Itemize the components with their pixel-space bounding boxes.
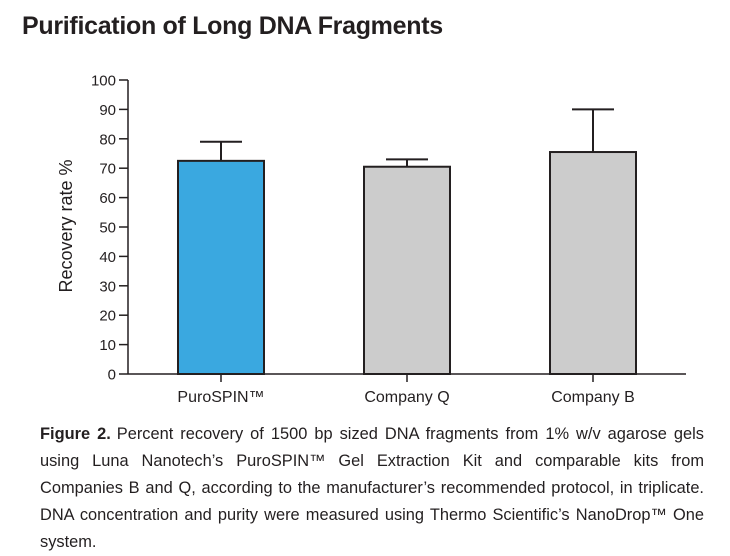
x-tick-label: PuroSPIN™	[177, 389, 264, 406]
y-tick-label: 40	[99, 249, 116, 266]
y-axis: 0 10 20 30 40 50 60 70 80 90 100	[91, 73, 129, 384]
y-tick-label: 0	[108, 367, 116, 384]
caption-label: Figure 2.	[40, 425, 111, 443]
y-tick-label: 50	[99, 220, 116, 237]
bar	[549, 151, 637, 375]
chart-title: Purification of Long DNA Fragments	[22, 12, 443, 40]
bars	[177, 108, 637, 376]
figure-caption: Figure 2. Percent recovery of 1500 bp siz…	[40, 421, 704, 556]
y-tick-label: 70	[99, 161, 116, 178]
y-tick-label: 10	[99, 337, 116, 354]
x-axis: PuroSPIN™ Company Q Company B	[128, 373, 686, 406]
y-tick-label: 20	[99, 308, 116, 325]
y-axis-label: Recovery rate %	[56, 159, 76, 292]
bar	[363, 165, 451, 376]
y-tick-label: 100	[91, 73, 116, 90]
caption-text: Percent recovery of 1500 bp sized DNA fr…	[40, 425, 704, 551]
y-tick-label: 90	[99, 102, 116, 119]
y-tick-label: 80	[99, 131, 116, 148]
bar-chart: 0 10 20 30 40 50 60 70 80 90 100 PuroSPIN™ Company …	[56, 73, 686, 406]
x-tick-label: Company B	[551, 389, 635, 406]
x-tick-label: Company Q	[364, 389, 449, 406]
bar	[177, 159, 265, 375]
y-tick-label: 60	[99, 190, 116, 207]
y-tick-label: 30	[99, 278, 116, 295]
